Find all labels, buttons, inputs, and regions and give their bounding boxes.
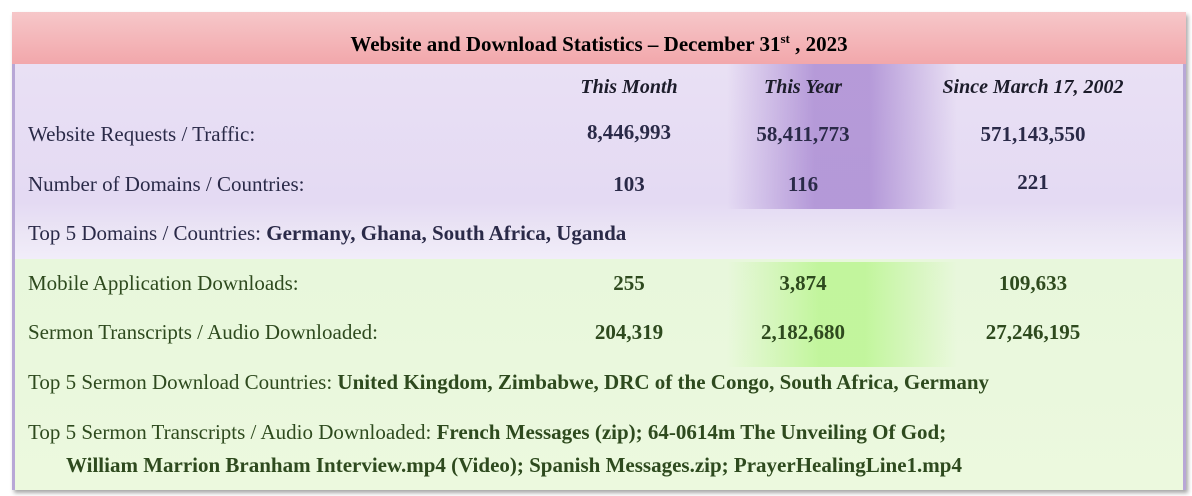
right-border xyxy=(1183,64,1186,490)
top-download-countries-value: United Kingdom, Zimbabwe, DRC of the Con… xyxy=(337,370,990,394)
row-label-website-requests: Website Requests / Traffic: xyxy=(28,122,256,146)
column-header-this-month: This Month xyxy=(580,76,678,98)
value-mobile-year: 3,874 xyxy=(779,271,827,295)
download-stats-band xyxy=(12,259,1186,490)
column-header-since: Since March 17, 2002 xyxy=(942,76,1124,98)
value-domains-since: 221 xyxy=(1017,170,1049,194)
value-mobile-since: 109,633 xyxy=(998,271,1068,295)
row-label-mobile-downloads: Mobile Application Downloads: xyxy=(28,271,299,295)
statistics-card: Website and Download Statistics – Decemb… xyxy=(12,12,1186,490)
value-sermon-year: 2,182,680 xyxy=(761,320,845,344)
title-bar: Website and Download Statistics – Decemb… xyxy=(12,12,1186,64)
value-requests-year: 58,411,773 xyxy=(756,122,850,146)
value-requests-since: 571,143,550 xyxy=(980,122,1086,146)
left-border xyxy=(12,64,15,490)
top-downloads-line1: Top 5 Sermon Transcripts / Audio Downloa… xyxy=(28,420,946,445)
value-requests-month: 8,446,993 xyxy=(587,120,671,144)
value-mobile-month: 255 xyxy=(613,271,645,295)
value-domains-year: 116 xyxy=(787,172,819,196)
top-domains-line: Top 5 Domains / Countries: Germany, Ghan… xyxy=(28,221,626,246)
top-downloads-value-line1: French Messages (zip); 64-0614m The Unve… xyxy=(436,420,947,444)
top-downloads-value-line2: William Marrion Branham Interview.mp4 (V… xyxy=(66,453,962,477)
top-download-countries-label: Top 5 Sermon Download Countries: xyxy=(28,370,338,394)
website-stats-band xyxy=(12,64,1186,262)
column-header-this-year: This Year xyxy=(764,76,842,98)
top-download-countries-line: Top 5 Sermon Download Countries: United … xyxy=(28,370,989,395)
this-year-highlight-purple xyxy=(727,64,957,209)
row-label-sermon-downloads: Sermon Transcripts / Audio Downloaded: xyxy=(28,320,378,344)
top-downloads-label: Top 5 Sermon Transcripts / Audio Downloa… xyxy=(28,420,437,444)
this-year-highlight-green xyxy=(727,262,957,367)
value-domains-month: 103 xyxy=(613,172,645,196)
value-sermon-month: 204,319 xyxy=(594,320,664,344)
top-domains-value: Germany, Ghana, South Africa, Uganda xyxy=(266,221,627,245)
title-superscript: st xyxy=(780,31,790,46)
page-title: Website and Download Statistics – Decemb… xyxy=(350,31,848,56)
top-domains-label: Top 5 Domains / Countries: xyxy=(28,221,267,245)
row-label-domains: Number of Domains / Countries: xyxy=(28,172,305,196)
value-sermon-since: 27,246,195 xyxy=(985,320,1081,344)
